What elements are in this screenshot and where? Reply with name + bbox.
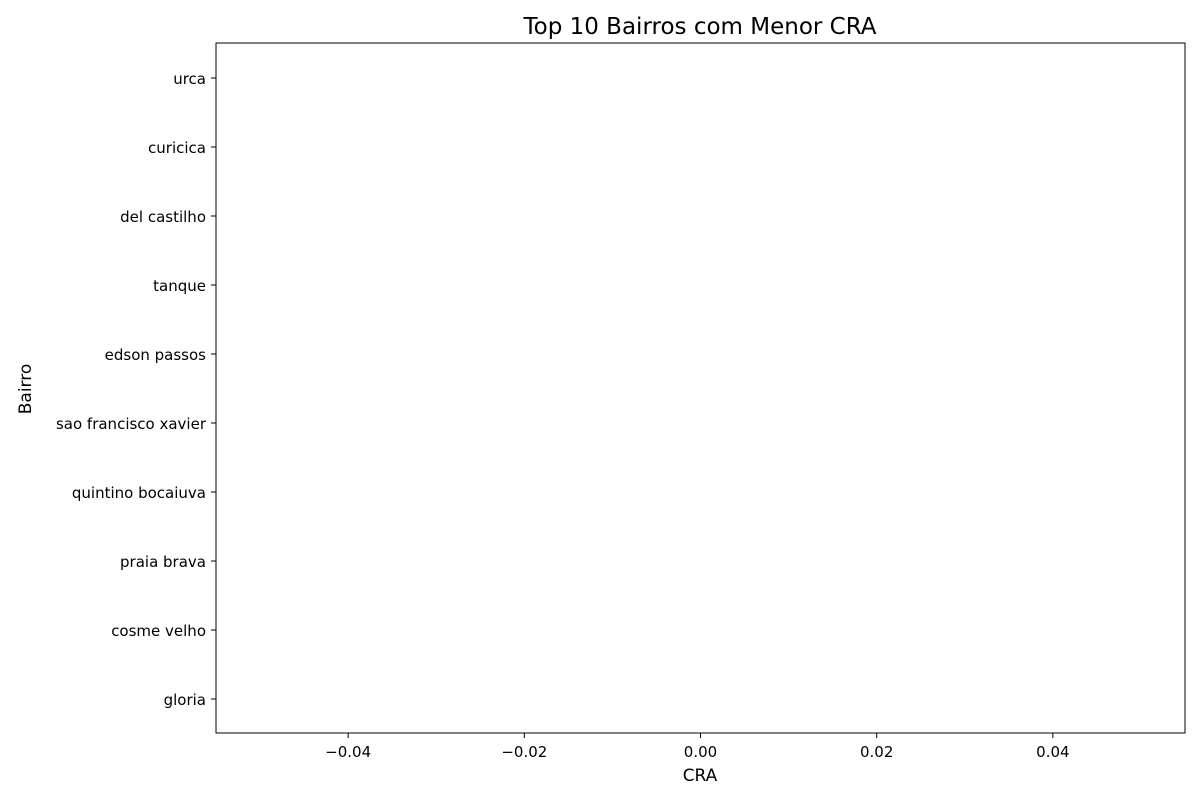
x-tick-label: 0.04 [1036, 743, 1069, 761]
y-tick-label: urca [173, 70, 206, 88]
y-axis: urca curicica del castilho tanque edson pass… [56, 70, 216, 709]
y-tick-label: curicica [148, 139, 206, 157]
x-tick-label: −0.04 [325, 743, 371, 761]
x-axis-label: CRA [683, 766, 718, 786]
y-tick-label: sao francisco xavier [56, 415, 207, 433]
y-tick-label: praia brava [120, 553, 206, 571]
y-tick-label: del castilho [120, 208, 206, 226]
x-tick-label: 0.02 [860, 743, 893, 761]
plot-area [215, 42, 1186, 734]
y-tick-label: quintino bocaiuva [72, 484, 206, 502]
y-axis-label: Bairro [16, 364, 36, 415]
x-tick-label: 0.00 [684, 743, 717, 761]
x-axis: −0.04 −0.02 0.00 0.02 0.04 [325, 733, 1070, 761]
y-tick-label: tanque [153, 277, 206, 295]
y-tick-label: gloria [164, 691, 206, 709]
x-tick-label: −0.02 [501, 743, 547, 761]
y-tick-label: edson passos [105, 346, 207, 364]
y-tick-label: cosme velho [111, 622, 206, 640]
chart-title: Top 10 Bairros com Menor CRA [522, 14, 876, 40]
